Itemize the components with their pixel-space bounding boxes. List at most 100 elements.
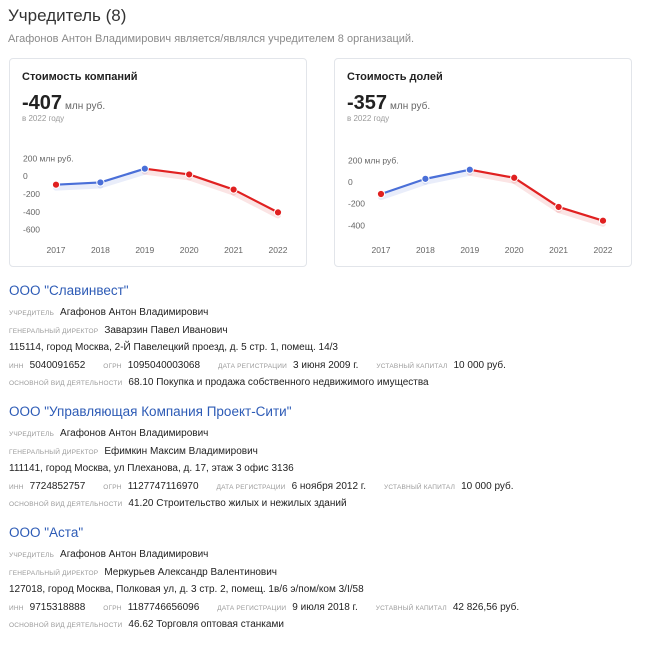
director-value[interactable]: Меркурьев Александр Валентинович: [104, 566, 278, 578]
founder-label: учредитель: [9, 310, 55, 317]
data-point: [554, 202, 563, 212]
registration-row: инн 7724852757 огрн 1127747116970 дата регис…: [9, 478, 532, 496]
address-row: 115114, город Москва, 2-Й Павелецкий про…: [9, 342, 338, 353]
page-title: Учредитель (8): [8, 6, 127, 25]
series-line-shadow: [555, 206, 606, 227]
company-value-card: 200 млн руб. 0 -200 -400 -600 2017 2018 2019 202…: [9, 58, 307, 267]
x-tick-label: 2019: [460, 245, 479, 255]
ogrn-value: 1127747116970: [127, 480, 199, 492]
series-line-segment: [143, 167, 191, 176]
x-tick-label: 2022: [269, 245, 288, 255]
data-point: [421, 174, 430, 183]
series-line-segment: [99, 167, 146, 184]
series-line-shadow: [378, 178, 429, 200]
inn-label: инн: [9, 604, 24, 612]
registration-row: инн 5040091652 огрн 1095040003068 дата регис…: [9, 357, 524, 375]
founder-row: учредитель Агафонов Антон Владимирович: [9, 546, 537, 564]
card-value: -407 млн руб.: [22, 92, 106, 114]
director-row: генеральный директор Заварзин Павел Ивано…: [9, 322, 524, 340]
founder-value[interactable]: Агафонов Антон Владимирович: [60, 549, 209, 560]
x-tick-label: 2018: [416, 245, 435, 255]
y-tick-label: -200: [23, 189, 40, 199]
data-point: [465, 165, 474, 174]
activity-label: основной вид деятельности: [9, 380, 123, 387]
inn-label: инн: [9, 483, 24, 491]
y-tick-label: 0: [23, 171, 28, 181]
x-tick-label: 2020: [180, 245, 199, 255]
data-point: [376, 189, 386, 199]
data-point: [598, 216, 608, 225]
capital-label: уставный капитал: [376, 362, 448, 370]
series-line-segment: [557, 205, 605, 222]
ogrn-label: огрн: [103, 604, 122, 612]
y-tick-label: -600: [23, 225, 40, 235]
director-label: генеральный директор: [9, 327, 99, 335]
company-value-chart: 200 млн руб. 0 -200 -400 -600 2017 2018 2019 202…: [23, 153, 288, 255]
ogrn-value: 1187746656096: [127, 601, 200, 613]
director-row: генеральный директор Меркурьев Александр …: [9, 564, 537, 582]
y-tick-label: 200 млн руб.: [348, 155, 399, 165]
x-tick-label: 2019: [135, 245, 154, 255]
y-tick-label: 0: [348, 177, 353, 187]
reg-date-label: дата регистрации: [217, 604, 287, 612]
ogrn-label: огрн: [103, 483, 122, 491]
series-line-shadow: [230, 189, 281, 219]
address-row: 127018, город Москва, Полковая ул, д. 3 …: [9, 584, 364, 595]
series-line-shadow: [511, 177, 562, 213]
reg-date-value: 9 июля 2018 г.: [292, 601, 358, 613]
director-label: генеральный директор: [9, 569, 99, 577]
series-line-segment: [232, 188, 280, 214]
x-tick-label: 2020: [505, 245, 524, 255]
founder-value[interactable]: Агафонов Антон Владимирович: [60, 428, 209, 439]
data-point: [96, 178, 105, 187]
company-name-link[interactable]: ООО "Управляющая Компания Проект-Сити": [9, 404, 292, 419]
data-point: [510, 173, 519, 182]
series-line-shadow: [186, 174, 237, 196]
company-entry: ООО "Управляющая Компания Проект-Сити" у…: [9, 404, 532, 513]
page-subtitle: Агафонов Антон Владимирович является/явл…: [8, 33, 415, 45]
data-point: [229, 185, 238, 194]
founder-row: учредитель Агафонов Антон Владимирович: [9, 304, 524, 322]
director-label: генеральный директор: [9, 448, 99, 456]
y-tick-label: -400: [348, 220, 365, 230]
series-line-shadow: [141, 168, 193, 181]
founder-label: учредитель: [9, 431, 55, 438]
x-tick-label: 2017: [47, 245, 66, 255]
address-row: 111141, город Москва, ул Плеханова, д. 1…: [9, 463, 294, 474]
activity-value: 68.10 Покупка и продажа собственного нед…: [128, 377, 429, 388]
founder-label: учредитель: [9, 552, 55, 559]
y-tick-label: -200: [348, 199, 365, 209]
company-name-link[interactable]: ООО "Аста": [9, 525, 84, 540]
card-unit: млн руб.: [390, 101, 431, 112]
series-line-segment: [54, 181, 102, 186]
card-year: в 2022 году: [22, 114, 65, 123]
capital-label: уставный капитал: [375, 604, 447, 612]
card-value: -357 млн руб.: [347, 92, 431, 114]
series-line-segment: [468, 168, 516, 179]
series-line-segment: [424, 168, 471, 180]
x-tick-label: 2021: [224, 245, 243, 255]
data-point: [273, 208, 283, 217]
director-value[interactable]: Ефимкин Максим Владимирович: [104, 445, 258, 457]
x-tick-label: 2017: [372, 245, 391, 255]
activity-value: 46.62 Торговля оптовая станками: [128, 619, 284, 630]
reg-date-label: дата регистрации: [218, 362, 288, 370]
x-tick-label: 2021: [549, 245, 568, 255]
founder-row: учредитель Агафонов Антон Владимирович: [9, 425, 532, 443]
founder-value[interactable]: Агафонов Антон Владимирович: [60, 307, 209, 318]
capital-label: уставный капитал: [384, 483, 456, 491]
card-unit: млн руб.: [65, 101, 106, 112]
company-entry: ООО "Славинвест" учредитель Агафонов Анто…: [9, 283, 524, 392]
card-year: в 2022 году: [347, 114, 390, 123]
share-value-card: 200 млн руб. 0 -200 -400 2017 2018 2019 2020 202…: [334, 58, 632, 267]
company-name-link[interactable]: ООО "Славинвест": [9, 283, 129, 298]
y-tick-label: -400: [23, 207, 40, 217]
director-value[interactable]: Заварзин Павел Иванович: [104, 324, 228, 336]
capital-value: 42 826,56 руб.: [452, 601, 520, 613]
inn-value: 7724852757: [29, 480, 86, 492]
series-line-segment: [188, 173, 235, 191]
reg-date-label: дата регистрации: [216, 483, 286, 491]
card-title: Стоимость компаний: [22, 71, 138, 83]
series-line-shadow: [97, 168, 148, 189]
activity-label: основной вид деятельности: [9, 501, 123, 508]
